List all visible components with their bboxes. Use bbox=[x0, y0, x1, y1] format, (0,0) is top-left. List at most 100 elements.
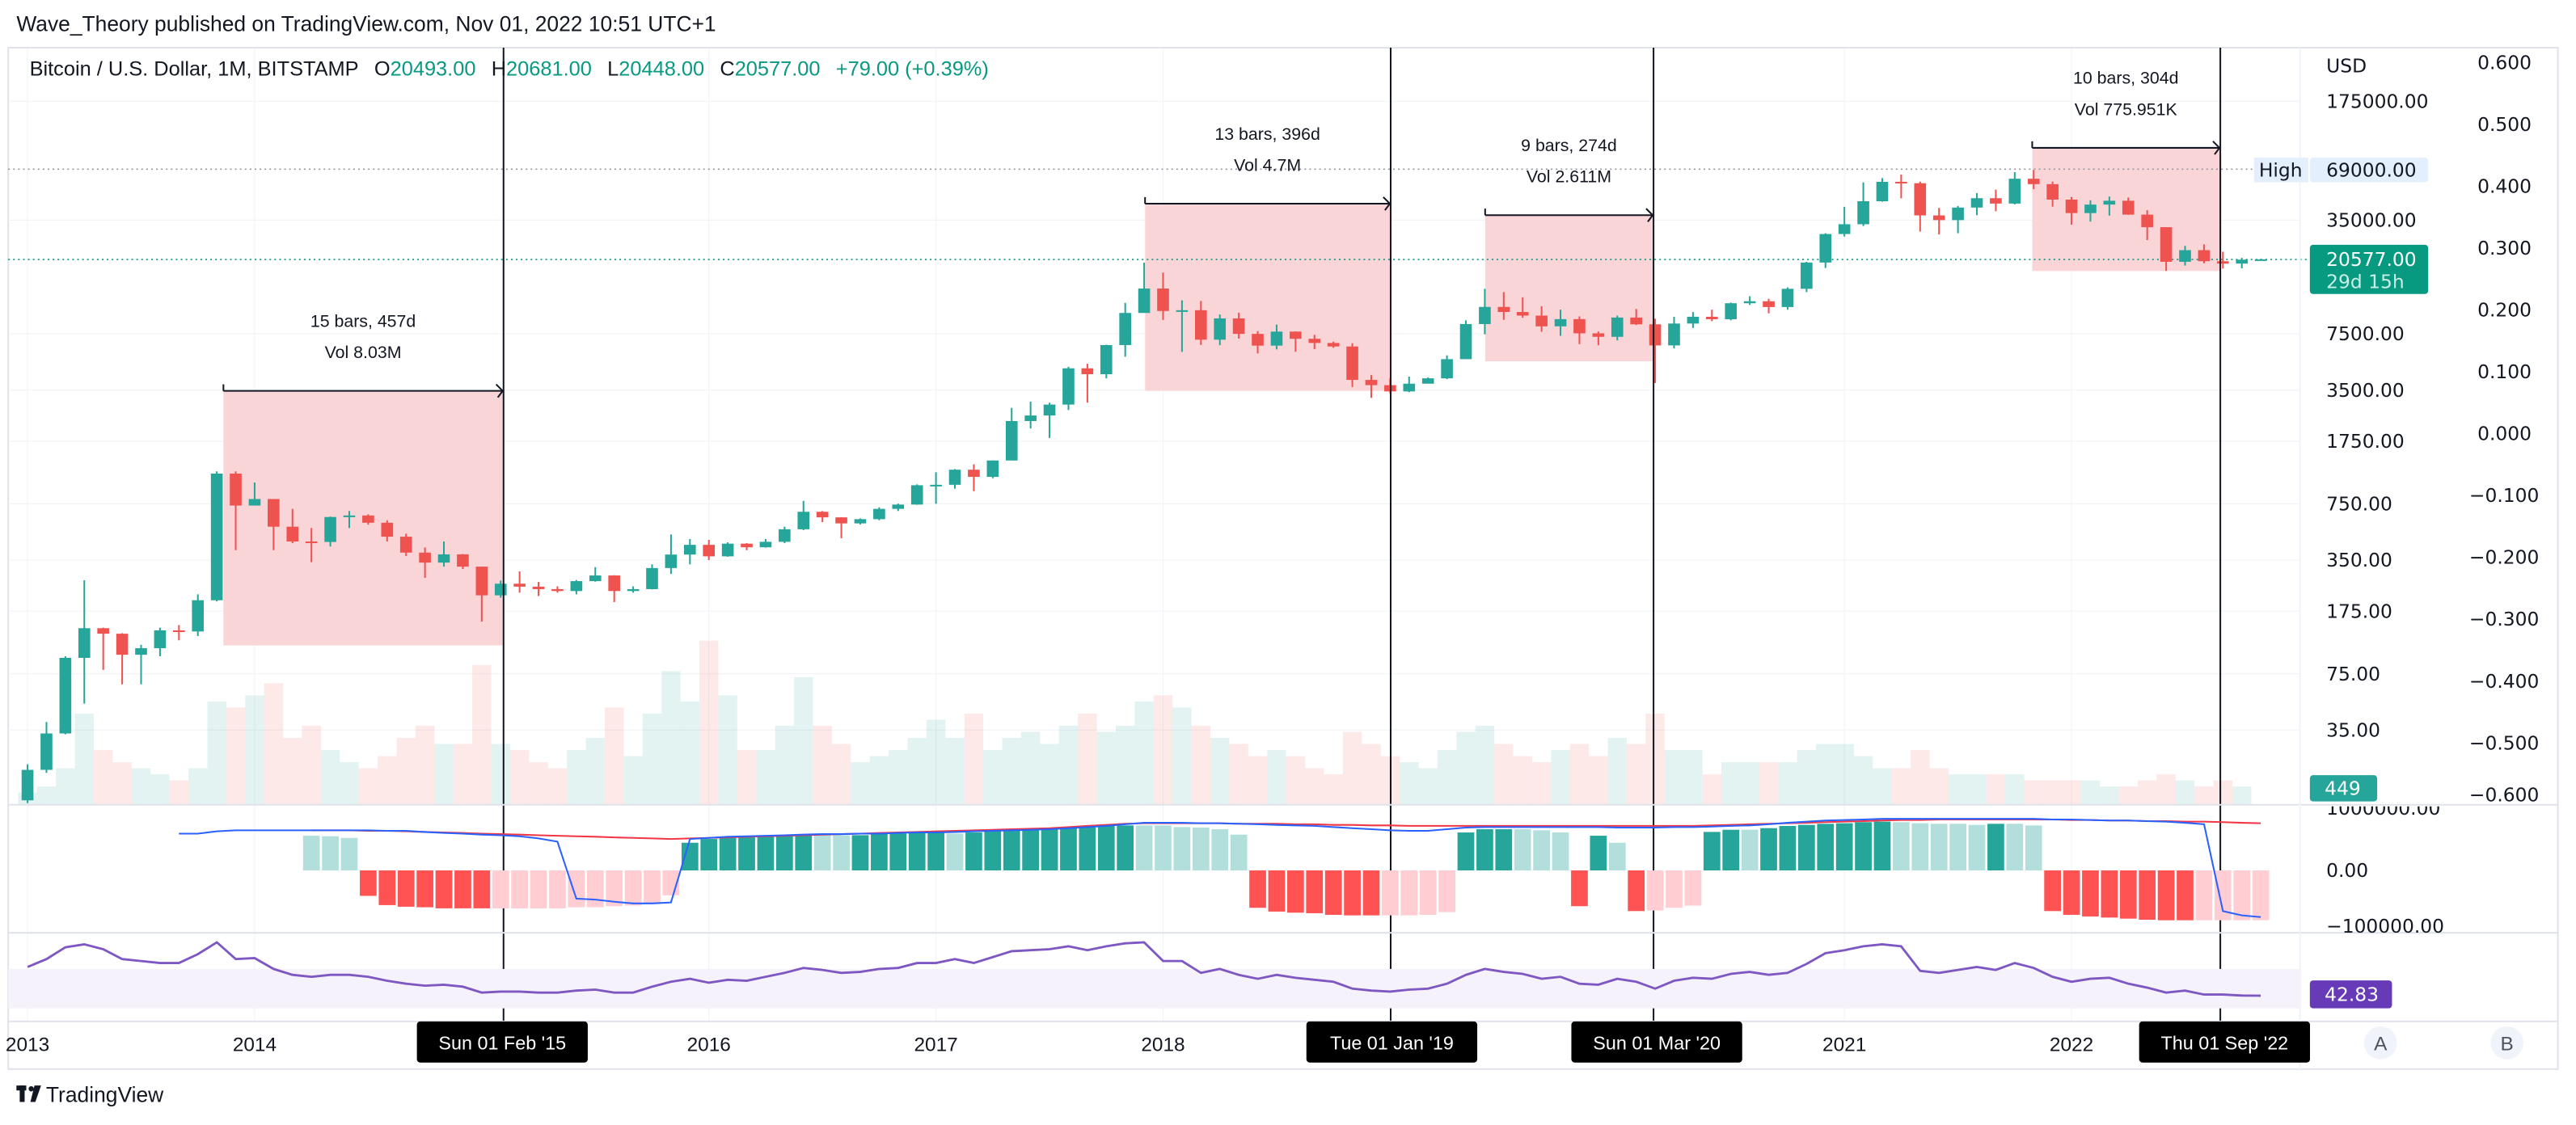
oscillator-axis[interactable]: 1000000.00 0.00 −100000.00 bbox=[2326, 797, 2444, 938]
candle-body bbox=[21, 769, 34, 801]
volume-bar bbox=[1002, 738, 1021, 805]
candle-body bbox=[286, 526, 299, 541]
price-axis[interactable]: USD 175000.00 35000.00 7500.00 3500.00 1750.… bbox=[2326, 54, 2428, 741]
candle-body bbox=[1119, 313, 1131, 345]
candle bbox=[968, 464, 980, 491]
scale-mode-button[interactable]: B bbox=[2490, 1026, 2523, 1060]
price-tick-label: 35.00 bbox=[2326, 718, 2380, 741]
candle-body bbox=[2065, 199, 2078, 213]
histogram-bar bbox=[1438, 870, 1455, 912]
volume-bar bbox=[1305, 768, 1324, 805]
volume-bar bbox=[964, 713, 984, 805]
histogram-bar bbox=[1893, 822, 1910, 870]
candle-body bbox=[968, 470, 980, 478]
secondary-tick-label: −0.200 bbox=[2469, 546, 2539, 569]
histogram-bar bbox=[586, 870, 604, 908]
candle-body bbox=[892, 504, 905, 509]
date-marker-label: Thu 01 Sep '22 bbox=[2160, 1032, 2288, 1053]
volume-bar bbox=[1191, 725, 1211, 805]
price-tick-label: 75.00 bbox=[2326, 663, 2380, 685]
brand-name: TradingView bbox=[46, 1082, 164, 1106]
histogram-bar bbox=[1722, 829, 1740, 870]
candle bbox=[381, 520, 394, 541]
candle bbox=[986, 460, 999, 478]
volume-bar bbox=[320, 750, 340, 805]
histogram-bar bbox=[1628, 870, 1645, 912]
histogram-bar bbox=[1155, 825, 1172, 870]
candle-body bbox=[1990, 198, 2002, 204]
candle-body bbox=[1157, 289, 1169, 311]
histogram-bar bbox=[889, 833, 907, 870]
candle bbox=[192, 594, 205, 636]
volume-bar bbox=[340, 762, 359, 805]
candle bbox=[1743, 296, 1756, 305]
candle-body bbox=[362, 515, 374, 523]
histogram-bar bbox=[397, 870, 415, 907]
chart-frame bbox=[7, 46, 2559, 1070]
secondary-axis[interactable]: 0.600 0.500 0.400 0.300 0.200 0.100 0.000 −0.10… bbox=[2469, 51, 2539, 806]
volume-bar bbox=[1078, 713, 1097, 805]
volume-bar bbox=[1948, 774, 1968, 805]
volume-bar bbox=[2137, 780, 2157, 805]
candle bbox=[1952, 205, 1964, 234]
histogram-bar bbox=[549, 870, 566, 908]
candle-body bbox=[1668, 323, 1680, 346]
volume-bar bbox=[2118, 786, 2138, 805]
histogram-bar bbox=[775, 836, 793, 870]
histogram-bar bbox=[1666, 870, 1683, 908]
volume-bar bbox=[1531, 762, 1552, 805]
volume-bar bbox=[1210, 738, 1230, 805]
candle-body bbox=[2122, 200, 2135, 215]
candle-body bbox=[608, 575, 620, 592]
histogram-bar bbox=[322, 836, 339, 870]
year-label: 2017 bbox=[914, 1034, 957, 1055]
volume-area bbox=[18, 640, 2270, 805]
volume-bar bbox=[415, 725, 435, 805]
candle bbox=[854, 518, 867, 525]
close-label: C bbox=[720, 58, 734, 81]
candle-body bbox=[1819, 234, 1832, 263]
price-tick-label: 175000.00 bbox=[2326, 90, 2428, 112]
candle bbox=[1346, 343, 1358, 387]
histogram-bar bbox=[1911, 823, 1929, 870]
candle-body bbox=[1630, 317, 1642, 325]
histogram-bar bbox=[1514, 829, 1531, 870]
volume-bar bbox=[1040, 744, 1059, 805]
histogram-bar bbox=[1608, 842, 1626, 870]
time-axis[interactable]: 2013 2014 2016 2017 2018 2021 2022 Sun 01 Feb '… bbox=[6, 1021, 2310, 1063]
auto-scale-label: A bbox=[2374, 1033, 2388, 1055]
volume-bar bbox=[1569, 744, 1590, 805]
candle bbox=[1290, 331, 1302, 352]
date-marker-label: Tue 01 Jan '19 bbox=[1330, 1032, 1454, 1053]
date-marker-label: Sun 01 Mar '20 bbox=[1593, 1032, 1721, 1053]
histogram-bar bbox=[1117, 825, 1134, 870]
volume-bar bbox=[1058, 725, 1079, 805]
candle-body bbox=[1270, 331, 1283, 346]
candle bbox=[399, 533, 412, 556]
volume-bar bbox=[1911, 750, 1930, 805]
histogram-bar bbox=[1400, 870, 1418, 916]
histogram-bar bbox=[833, 835, 850, 870]
volume-bar bbox=[2156, 774, 2176, 805]
histogram-bar bbox=[927, 832, 944, 870]
candle-body bbox=[721, 543, 734, 557]
histogram-bar bbox=[1211, 829, 1229, 870]
auto-scale-button[interactable]: A bbox=[2363, 1026, 2397, 1060]
high-value: 20681.00 bbox=[506, 58, 592, 81]
date-marker-badge bbox=[1306, 1021, 1478, 1063]
symbol-legend[interactable]: Bitcoin / U.S. Dollar, 1M, BITSTAMP O204… bbox=[30, 58, 989, 81]
histogram-bar bbox=[719, 837, 737, 870]
histogram-bar bbox=[1590, 836, 1607, 870]
candle-body bbox=[683, 545, 696, 555]
tradingview-logo[interactable]: TradingView bbox=[16, 1082, 164, 1106]
candle bbox=[1157, 272, 1169, 320]
open-value: 20493.00 bbox=[391, 58, 476, 81]
candle-body bbox=[1138, 289, 1151, 314]
volume-bar bbox=[1664, 750, 1684, 805]
candle-body bbox=[1214, 318, 1227, 340]
oscillator-tick-label: 0.00 bbox=[2326, 859, 2368, 882]
candle bbox=[40, 722, 53, 773]
candle-body bbox=[741, 543, 753, 548]
histogram-bar bbox=[1344, 870, 1361, 916]
scale-mode-label: B bbox=[2501, 1033, 2514, 1055]
